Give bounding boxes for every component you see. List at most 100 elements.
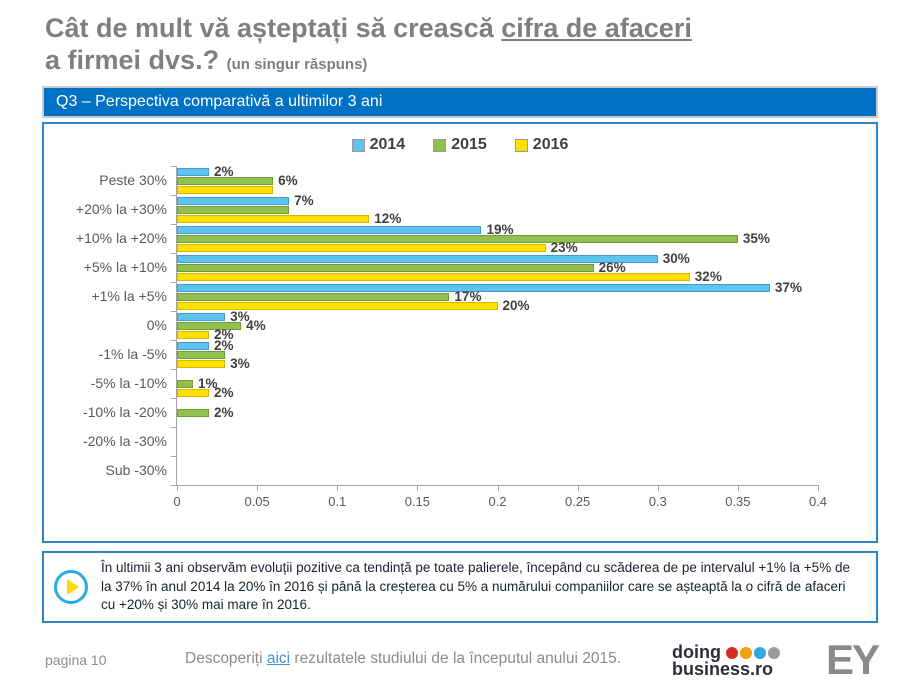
bar-track <box>177 467 818 475</box>
x-axis-tick <box>737 485 739 491</box>
legend-item-2016: 2016 <box>514 136 569 154</box>
bar-value-label: 32% <box>694 268 722 284</box>
y-axis-tick <box>171 195 177 196</box>
bar-2015 <box>177 263 594 272</box>
bar-value-label: 26% <box>598 259 626 275</box>
logo-dot-icon <box>739 646 752 659</box>
doingbusiness-logo: doing business.ro <box>672 643 780 680</box>
bar-group: 2% 3% <box>177 338 818 371</box>
category-label: -20% la -30% <box>82 433 167 449</box>
bar-value-label: 2% <box>214 404 234 420</box>
bar-group: 2% <box>177 398 818 427</box>
x-axis-label: 0.15 <box>404 494 431 509</box>
category-label: +1% la +5% <box>91 288 168 304</box>
y-axis-tick <box>171 282 177 283</box>
db-logo-dots <box>724 646 780 659</box>
x-axis-label: 0.2 <box>488 494 507 509</box>
bar-group: 37% 17% 20% <box>177 280 818 313</box>
bar-track <box>177 350 818 359</box>
legend-swatch-icon <box>433 138 447 152</box>
bar-track <box>177 371 818 379</box>
title-text: Cât de mult vă așteptați să crească <box>45 13 502 43</box>
bar-value-label: 2% <box>214 384 234 400</box>
bar-track <box>177 458 818 466</box>
aici-link[interactable]: aici <box>266 650 291 667</box>
legend-item-2014: 2014 <box>351 136 406 154</box>
bar-track: 20% <box>177 297 818 313</box>
bar-track <box>177 438 818 446</box>
play-triangle-icon <box>66 579 79 595</box>
bar-group: 19% 35% 23% <box>177 222 818 255</box>
x-axis-label: 0.3 <box>648 494 667 509</box>
bar-track: 2% <box>177 384 818 400</box>
bar-track: 17% <box>177 288 818 304</box>
bar-track: 26% <box>177 259 818 275</box>
bar-group <box>177 427 818 456</box>
bar-2014 <box>177 167 210 176</box>
title-line1: Cât de mult vă așteptați să crească cifr… <box>45 12 692 44</box>
category-label: +5% la +10% <box>83 259 167 275</box>
bar-value-label: 3% <box>230 355 250 371</box>
bar-value-label: 23% <box>550 239 578 255</box>
bar-track <box>177 429 818 437</box>
bar-value-label: 4% <box>246 317 266 333</box>
bar-2015 <box>177 408 210 417</box>
bar-value-label: 2% <box>214 326 234 342</box>
bar-track: 23% <box>177 239 818 255</box>
x-axis-tick <box>337 485 339 491</box>
legend-label: 2014 <box>369 136 406 153</box>
question-banner: Q3 – Perspectiva comparativă a ultimilor… <box>42 86 878 118</box>
bar-value-label: 20% <box>502 297 530 313</box>
x-axis-label: 0.35 <box>725 494 751 509</box>
legend: 2014 2015 2016 <box>44 136 876 154</box>
logo-dot-icon <box>725 646 738 659</box>
y-axis-tick <box>171 369 177 370</box>
bar-value-label: 2% <box>214 163 234 179</box>
bar-value-label: 1% <box>198 375 218 391</box>
x-axis-label: 0.25 <box>564 494 591 509</box>
bar-value-label: 35% <box>742 230 770 246</box>
insight-note-text: În ultimii 3 ani observăm evoluții pozit… <box>101 559 850 613</box>
y-axis-tick <box>171 166 177 167</box>
bar-2016 <box>177 272 690 281</box>
bar-track: 2% <box>177 404 818 420</box>
category-label: +10% la +20% <box>75 230 167 246</box>
page-number: pagina 10 <box>45 652 107 668</box>
footer-text-suffix: rezultatele studiului de la începutul an… <box>290 650 622 667</box>
x-axis-tick <box>818 485 819 491</box>
title-line2-text: a firmei dvs.? <box>45 45 220 76</box>
bar-track: 35% <box>177 230 818 246</box>
bar-track <box>177 447 818 455</box>
bar-track: 32% <box>177 268 818 284</box>
bar-track: 2% <box>177 338 818 352</box>
y-axis-tick <box>171 398 177 399</box>
bar-2016 <box>177 243 546 252</box>
x-axis-label: 0.05 <box>244 494 270 509</box>
title-underlined-text: cifra de afaceri <box>501 13 692 43</box>
bar-2015 <box>177 234 738 243</box>
category-label: -5% la -10% <box>90 375 167 391</box>
x-axis-tick <box>177 485 178 491</box>
logo-dot-icon <box>753 646 766 659</box>
legend-label: 2016 <box>532 136 569 153</box>
bar-2016 <box>177 185 274 194</box>
bar-track <box>177 185 818 194</box>
y-axis-tick <box>171 253 177 254</box>
page-title: Cât de mult vă așteptați să crească cifr… <box>45 12 692 77</box>
bar-track: 2% <box>177 326 818 342</box>
category-label: +20% la +30% <box>75 201 167 217</box>
db-logo-business-text: business.ro <box>672 659 774 680</box>
db-logo-line1: doing <box>672 643 780 661</box>
bar-2014 <box>177 283 770 292</box>
category-axis: Peste 30% +20% la +30% +10% la +20% +5% la … <box>44 166 176 486</box>
category-label: -10% la -20% <box>82 404 167 420</box>
bar-track: 37% <box>177 280 818 294</box>
bar-track: 3% <box>177 309 818 323</box>
y-axis-tick <box>171 311 177 312</box>
bar-value-label: 17% <box>454 288 482 304</box>
bar-2015 <box>177 379 194 388</box>
x-axis-label: 0.1 <box>328 494 347 509</box>
bar-track: 2% <box>177 163 818 179</box>
footer: pagina 10 Descoperiți aici rezultatele s… <box>0 636 920 690</box>
bar-track: 6% <box>177 173 818 187</box>
